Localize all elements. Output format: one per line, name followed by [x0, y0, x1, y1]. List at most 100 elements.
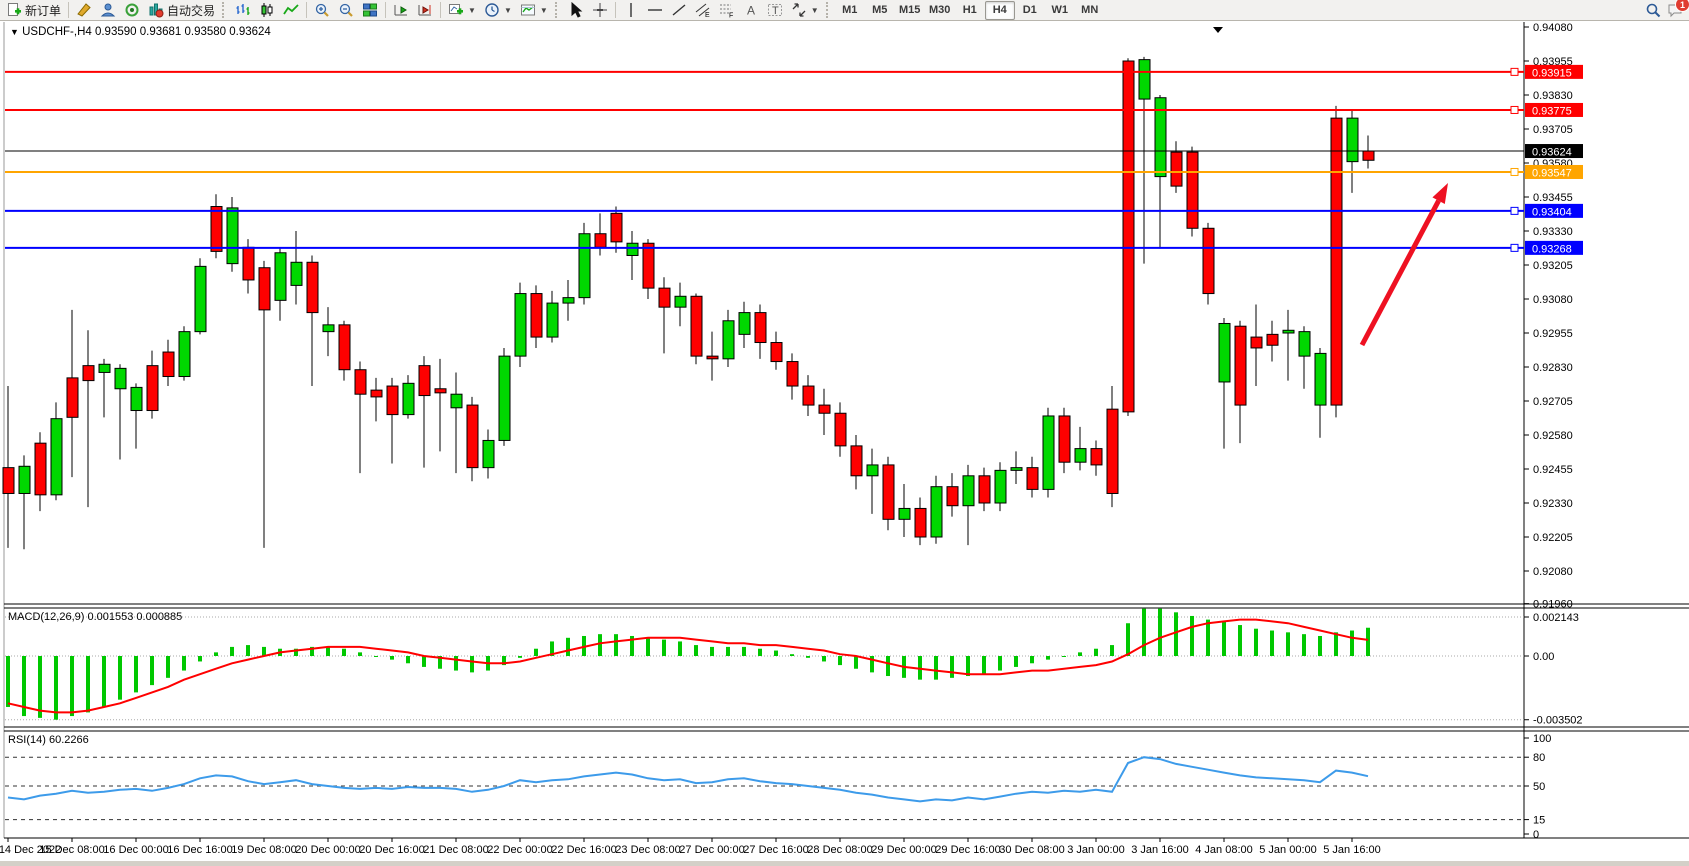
crosshair-button[interactable] — [588, 0, 612, 21]
styler-button[interactable] — [72, 0, 96, 21]
horizontal-line-icon — [647, 9, 662, 11]
svg-text:0.93547: 0.93547 — [1532, 167, 1572, 179]
styler-icon — [77, 3, 91, 17]
templates-button[interactable]: ▼ — [516, 0, 552, 21]
templates-icon — [520, 4, 535, 16]
chart-shift-button[interactable] — [413, 0, 437, 21]
svg-text:27 Dec 00:00: 27 Dec 00:00 — [679, 844, 744, 856]
cursor-icon — [571, 2, 583, 18]
periods-button[interactable]: ▼ — [480, 0, 516, 21]
separator — [614, 2, 616, 18]
line-chart-button[interactable] — [279, 0, 303, 21]
new-chart-button[interactable]: ▼ — [444, 0, 480, 21]
svg-text:T: T — [772, 5, 779, 17]
toolbar-grip — [554, 2, 561, 18]
separator — [440, 2, 442, 18]
timeframe-D1[interactable]: D1 — [1022, 4, 1037, 16]
price-tag — [1525, 64, 1583, 79]
macd-pane: 0.002143 0.00 -0.003502 — [5, 608, 1583, 727]
dropdown-arrow: ▼ — [468, 5, 476, 15]
svg-text:0.92455: 0.92455 — [1533, 464, 1573, 476]
svg-text:0.93330: 0.93330 — [1533, 226, 1573, 238]
price-tag — [1525, 102, 1583, 117]
svg-text:16 Dec 16:00: 16 Dec 16:00 — [167, 844, 232, 856]
dropdown-arrow: ▼ — [810, 5, 819, 15]
svg-text:0.93404: 0.93404 — [1532, 206, 1572, 218]
zoom-in-button[interactable] — [310, 0, 334, 21]
timeframe-MN[interactable]: MN — [1081, 4, 1099, 16]
svg-text:F: F — [729, 13, 733, 19]
arrows-icon — [792, 3, 806, 17]
line-handle[interactable] — [1510, 67, 1519, 76]
vertical-line-button[interactable] — [619, 0, 643, 21]
signal-button[interactable] — [120, 0, 144, 21]
trend-arrow-head[interactable] — [1432, 183, 1448, 204]
chart-shift-marker[interactable] — [1213, 27, 1223, 33]
dropdown-arrow: ▼ — [503, 5, 512, 15]
svg-text:29 Dec 16:00: 29 Dec 16:00 — [935, 844, 1000, 856]
shapes-button[interactable]: ▼ — [787, 0, 823, 21]
toolbar-grip — [222, 2, 228, 18]
search-icon[interactable] — [1645, 2, 1661, 18]
auto-scroll-button[interactable] — [389, 0, 413, 21]
separator — [68, 2, 70, 18]
auto-trading-button[interactable]: 自动交易 — [144, 0, 219, 21]
svg-text:0.92330: 0.92330 — [1533, 498, 1573, 510]
svg-text:14 Dec 2022: 14 Dec 2022 — [0, 844, 61, 856]
timeframe-M1[interactable]: M1 — [842, 4, 858, 16]
svg-text:0.92580: 0.92580 — [1533, 430, 1573, 442]
macd-signal-line — [7, 618, 1369, 714]
svg-text:0.93205: 0.93205 — [1533, 260, 1573, 272]
profiles-button[interactable] — [96, 0, 120, 21]
horizontal-lines-layer[interactable]: 0.93915 0.93775 0.93624 0.93547 0.93404 0.932… — [5, 64, 1583, 255]
svg-text:20 Dec 16:00: 20 Dec 16:00 — [359, 844, 424, 856]
trendline-icon — [672, 4, 686, 16]
svg-text:50: 50 — [1533, 781, 1545, 793]
timeframe-M30[interactable]: M30 — [929, 4, 951, 16]
svg-text:80: 80 — [1533, 752, 1545, 764]
line-handle[interactable] — [1510, 206, 1519, 215]
cursor-button[interactable] — [564, 0, 588, 21]
svg-text:28 Dec 08:00: 28 Dec 08:00 — [807, 844, 872, 856]
chat-button[interactable]: 1 — [1667, 0, 1689, 18]
channel-button[interactable]: E — [691, 0, 715, 21]
chart-canvas[interactable]: 0.940800.939550.938300.937050.935800.934… — [0, 21, 1689, 861]
svg-text:0.93624: 0.93624 — [1532, 147, 1572, 159]
zoom-out-button[interactable] — [334, 0, 358, 21]
candlestick-chart-button[interactable] — [255, 0, 279, 21]
line-handle[interactable] — [1510, 167, 1519, 176]
main-toolbar: 新订单 自动交易 ▼ ▼ — [0, 0, 1689, 21]
text-label-icon: T — [767, 4, 782, 17]
auto-trading-label: 自动交易 — [167, 3, 216, 18]
line-handle[interactable] — [1510, 243, 1519, 252]
timeframe-H4[interactable]: H4 — [984, 0, 1015, 20]
new-order-label: 新订单 — [25, 3, 62, 18]
fibonacci-button[interactable]: F — [715, 0, 739, 21]
svg-text:30 Dec 08:00: 30 Dec 08:00 — [999, 844, 1064, 856]
new-order-button[interactable]: 新订单 — [2, 0, 65, 21]
signal-icon — [125, 3, 139, 17]
svg-text:0.94080: 0.94080 — [1533, 22, 1573, 34]
new-chart-icon — [449, 4, 464, 15]
svg-text:15: 15 — [1533, 815, 1545, 827]
svg-text:19 Dec 08:00: 19 Dec 08:00 — [231, 844, 296, 856]
line-handle[interactable] — [1510, 105, 1519, 114]
timeframe-H1[interactable]: H1 — [962, 4, 977, 16]
svg-text:0.93455: 0.93455 — [1533, 192, 1573, 204]
price-tag — [1525, 203, 1583, 218]
timeframe-M5[interactable]: M5 — [872, 4, 888, 16]
text-button[interactable]: A — [739, 0, 763, 21]
bars-chart-button[interactable] — [231, 0, 255, 21]
trend-arrow[interactable] — [1359, 199, 1441, 347]
timeframe-M15[interactable]: M15 — [899, 4, 921, 16]
trendline-button[interactable] — [667, 0, 691, 21]
tile-windows-button[interactable] — [358, 0, 382, 21]
svg-text:20 Dec 00:00: 20 Dec 00:00 — [295, 844, 360, 856]
timeframe-W1[interactable]: W1 — [1051, 4, 1068, 16]
rsi-line — [7, 756, 1369, 803]
text-label-button[interactable]: T — [763, 0, 787, 21]
svg-text:100: 100 — [1533, 733, 1551, 745]
horizontal-line-button[interactable] — [643, 0, 667, 21]
svg-text:4 Jan 08:00: 4 Jan 08:00 — [1195, 844, 1253, 856]
